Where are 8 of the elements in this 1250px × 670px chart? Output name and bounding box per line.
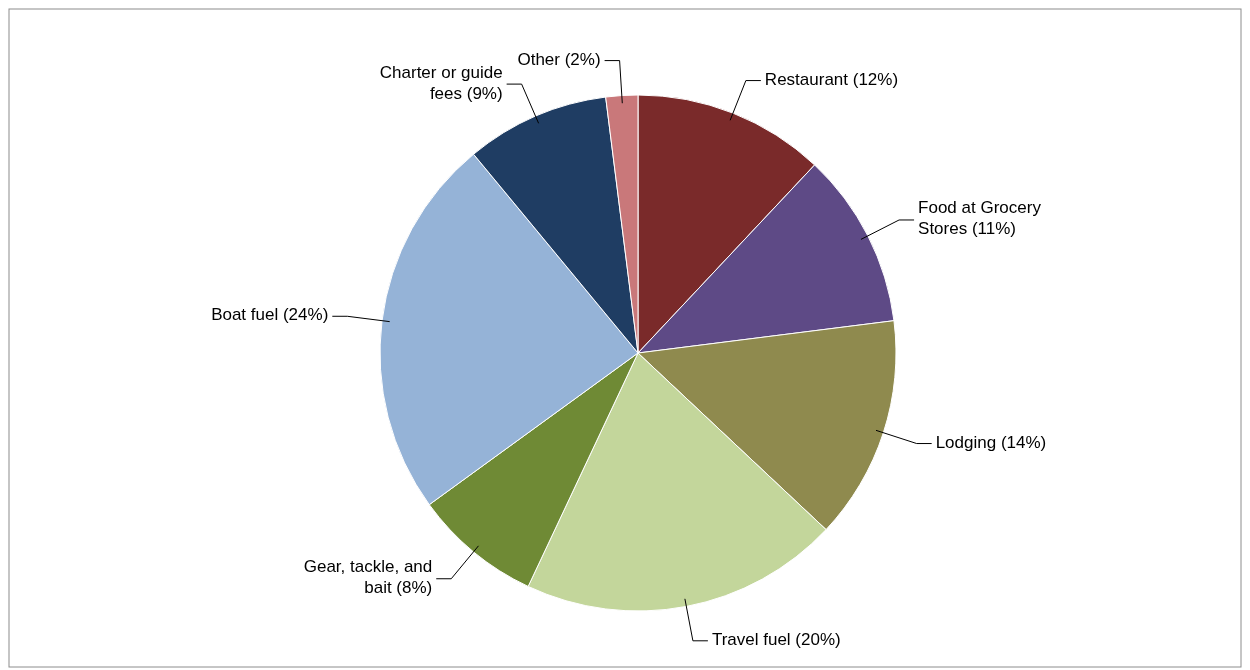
slice-label: Restaurant (12%) bbox=[764, 70, 899, 90]
slice-label: Food at Grocery Stores (11%) bbox=[918, 198, 1042, 239]
slice-label: Other (2%) bbox=[517, 50, 601, 70]
slice-label: Lodging (14%) bbox=[935, 433, 1047, 453]
slice-label: Travel fuel (20%) bbox=[711, 630, 841, 650]
slice-label: Gear, tackle, and bait (8%) bbox=[303, 557, 433, 598]
slice-label: Charter or guide fees (9%) bbox=[379, 63, 503, 104]
slice-label: Boat fuel (24%) bbox=[211, 305, 329, 325]
